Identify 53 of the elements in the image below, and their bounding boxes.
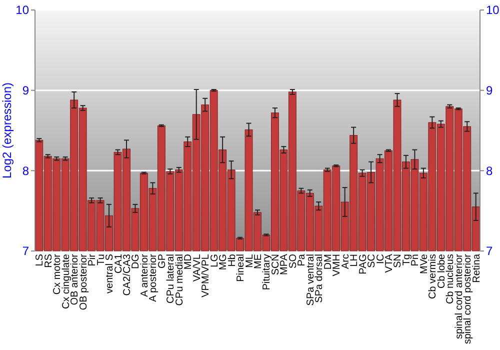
x-tick-label: Cb lobe — [436, 254, 448, 288]
x-tick-label: ME — [253, 254, 264, 269]
x-tick-label: VMH — [332, 254, 343, 276]
x-tick-label: SCN — [270, 254, 282, 276]
x-tick-label: GP — [156, 254, 168, 268]
x-tick-label: IC — [375, 254, 386, 264]
x-tick-label: CPu medial — [174, 254, 186, 306]
y2-tick-label: 10 — [486, 3, 500, 18]
y-tick-label: 9 — [22, 84, 30, 98]
x-tick-label: Pineal — [236, 254, 247, 282]
x-tick-label: RS — [43, 254, 54, 268]
x-tick-label: Arc — [340, 254, 352, 269]
x-tick-label: spinal cord posterior — [462, 253, 474, 344]
x-tick-label: SO — [288, 254, 299, 268]
x-tick-label: LH — [349, 254, 360, 267]
y-tick-label: 7 — [22, 244, 30, 258]
x-tick-label: Pa — [296, 254, 308, 266]
x-tick-label: MPA — [279, 254, 290, 275]
x-tick-label: MVe — [418, 254, 430, 274]
x-tick-label: Tg — [401, 254, 412, 266]
y2-tick-label: 7 — [486, 244, 493, 258]
x-tick-label: A anterior — [139, 253, 150, 297]
x-tick-label: ventral S — [104, 254, 116, 294]
y2-tick-label: 8 — [486, 164, 493, 178]
x-tick-label: spinal cord anterior — [454, 253, 465, 340]
x-tick-label: Cx cingulate — [60, 254, 72, 310]
x-tick-label: CA2/CA3 — [122, 254, 133, 296]
x-tick-label: Cb nucleus — [445, 254, 456, 304]
x-tick-label: Hb — [226, 254, 238, 267]
y-tick-label: 8 — [22, 164, 30, 178]
y-axis-title: Log2 (expression) — [0, 82, 14, 179]
x-tick-label: SPa dorsal — [314, 254, 326, 303]
x-tick-label: Pir — [87, 253, 98, 266]
x-tick-label: LS — [34, 254, 46, 266]
y2-tick-label: 9 — [486, 84, 493, 98]
y-tick-label: 10 — [16, 3, 30, 18]
x-tick-label: OB posterior — [78, 253, 90, 310]
x-tick-label: SC — [366, 254, 378, 268]
x-tick-label: OB anterior — [70, 253, 81, 306]
x-tick-label: Retina — [471, 254, 482, 283]
x-tick-label: VPM/VPL — [200, 254, 212, 298]
x-tick-label: SPa ventral — [305, 254, 316, 306]
x-tick-label: Pn — [410, 254, 422, 266]
x-tick-label: DG — [130, 254, 142, 269]
x-tick-label: CA1 — [113, 254, 124, 274]
x-tick-label: Pituitary — [262, 254, 273, 290]
x-tick-label: SN — [392, 254, 404, 268]
x-tick-label: DM — [322, 254, 334, 270]
x-tick-label: LG — [209, 254, 220, 268]
x-tick-label: A posterior — [148, 253, 160, 302]
x-tick-label: Tu — [96, 254, 107, 266]
x-tick-label: ML — [244, 254, 256, 268]
x-tick-label: PAG — [358, 254, 369, 274]
